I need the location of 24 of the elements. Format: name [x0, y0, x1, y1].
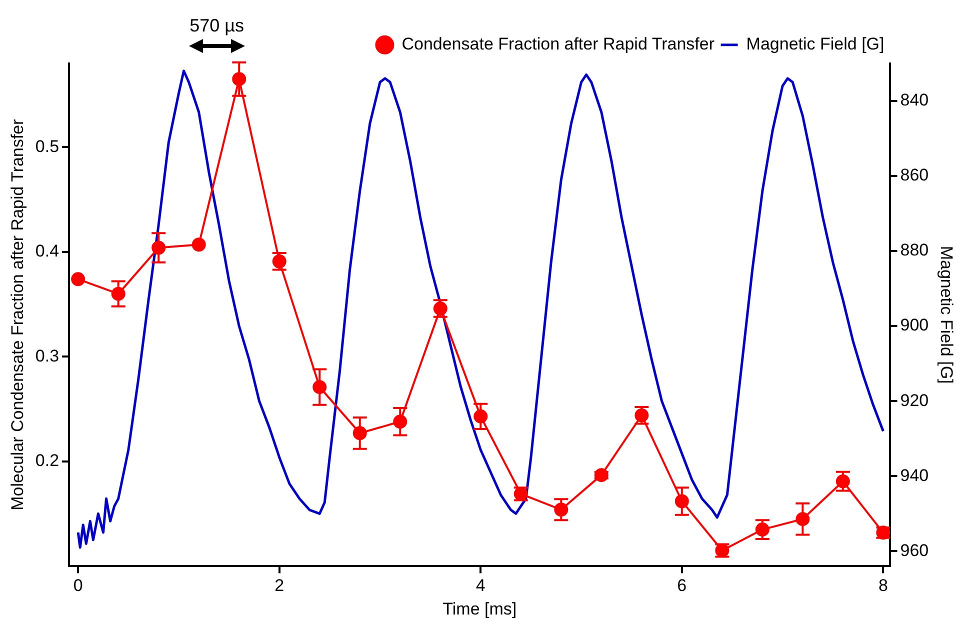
x-tick-label: 8: [878, 576, 888, 596]
y-tick-label: 0.4: [35, 242, 60, 261]
x-tick-label: 6: [677, 576, 687, 596]
y2-axis-title: Magnetic Field [G]: [937, 246, 956, 384]
y2-tick-label: 860: [900, 166, 929, 185]
y2-tick-label: 840: [900, 90, 929, 110]
y2-tick-label: 880: [900, 240, 929, 260]
y-tick-label: 0.2: [35, 451, 60, 470]
point: [192, 238, 206, 252]
y-tick-label: 0.5: [35, 136, 60, 156]
y2-tick-label: 900: [900, 316, 929, 335]
text: 570 µs: [190, 15, 244, 36]
x-tick-label: 2: [274, 576, 284, 596]
x-axis-title: Time [ms]: [442, 599, 517, 618]
y2-tick-label: 960: [900, 540, 929, 560]
y-axis-title: Molecular Condensate Fraction after Rapid Transfer: [8, 118, 27, 510]
y-tick-label: 0.3: [35, 346, 60, 366]
legend-label: Magnetic Field [G]: [746, 34, 884, 54]
y2-tick-label: 920: [900, 390, 929, 410]
legend-label: Condensate Fraction after Rapid Transfer: [402, 34, 715, 54]
y2-tick-label: 940: [900, 466, 929, 485]
x-tick-label: 0: [73, 576, 83, 596]
point: [71, 272, 86, 286]
x-tick-label: 4: [476, 576, 486, 596]
